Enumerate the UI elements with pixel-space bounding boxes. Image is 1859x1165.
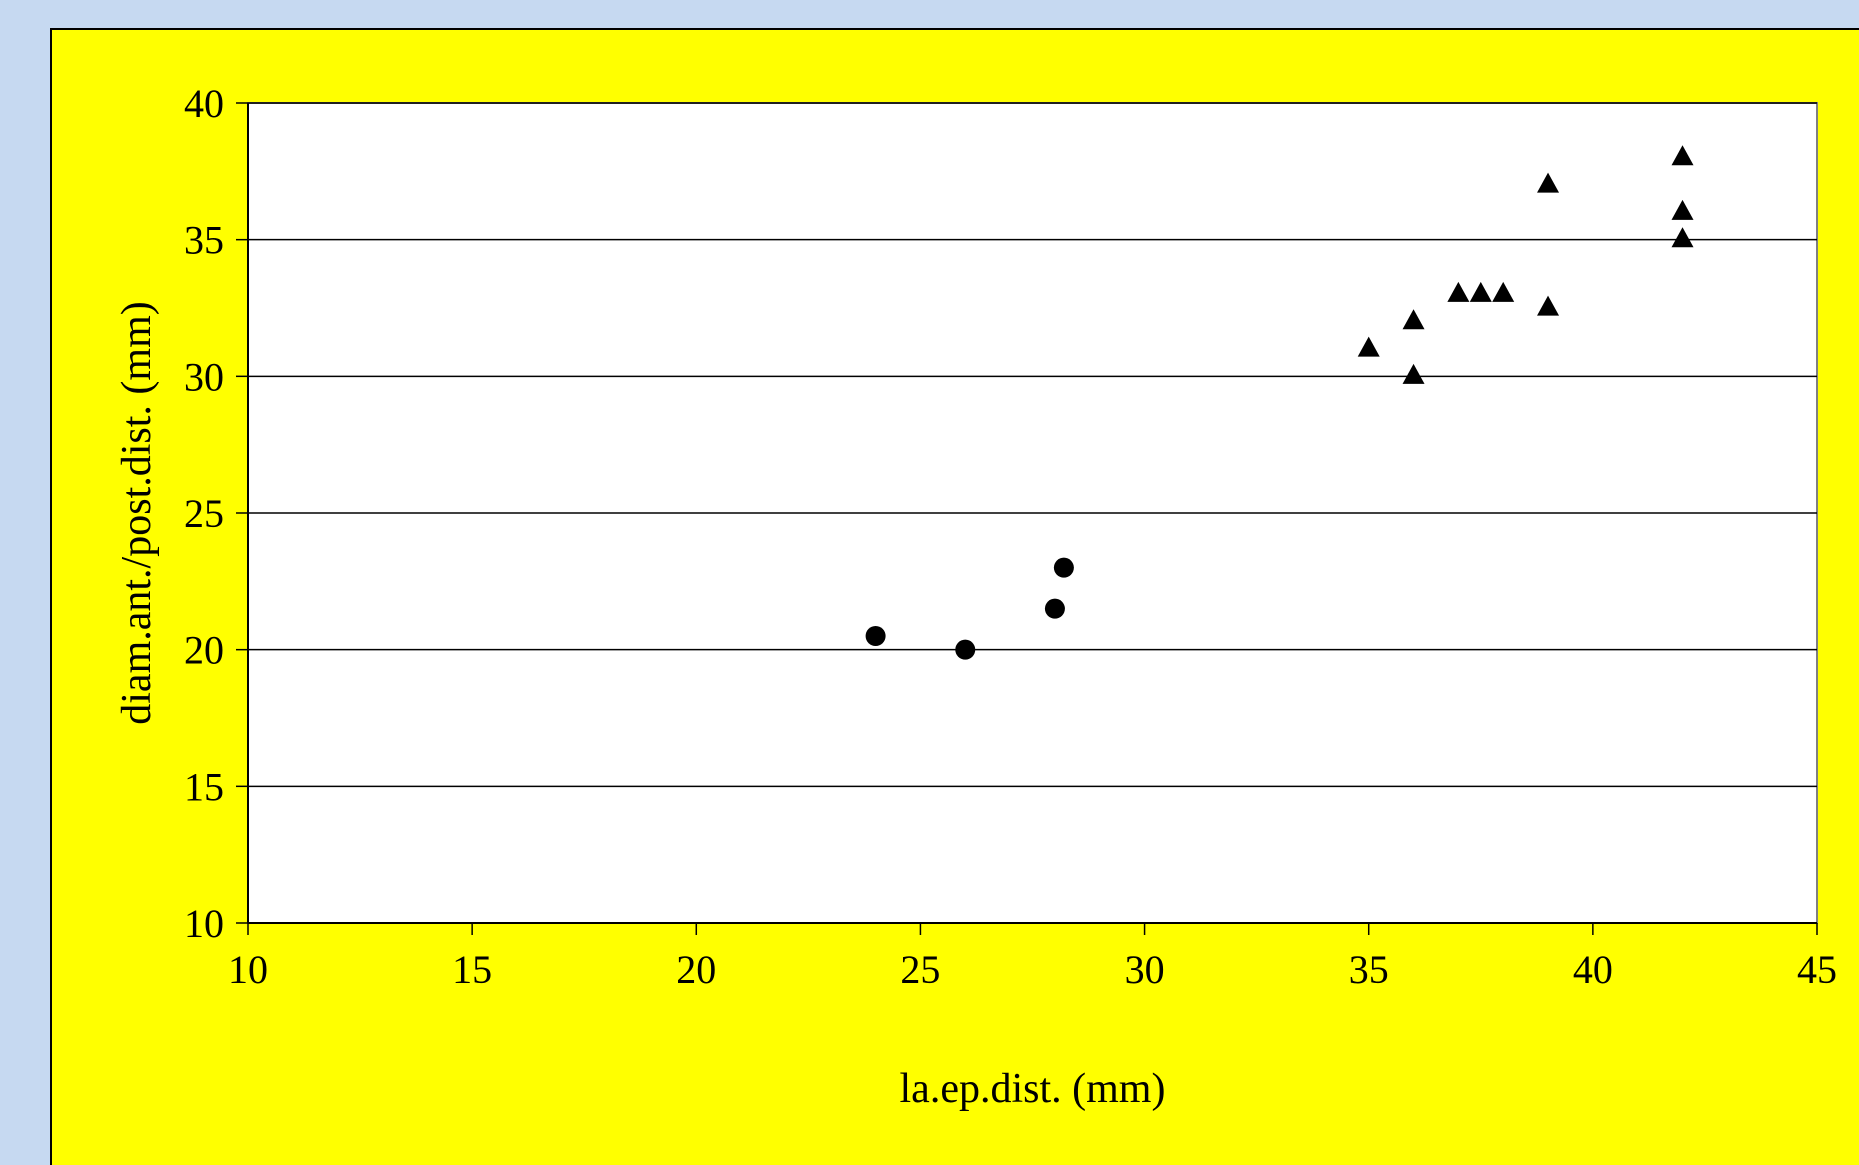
scatter-chart: 10 15 20 25 30 35 40 10 15 20 25 30 35 40 45 la.ep.dis…	[114, 81, 1837, 1112]
x-tick-label: 45	[1797, 947, 1837, 992]
data-point-triangle	[1671, 145, 1694, 166]
x-tick-label: 30	[1125, 947, 1165, 992]
data-point-triangle	[1671, 199, 1694, 220]
x-tick-label: 35	[1349, 947, 1389, 992]
y-tick-label: 20	[184, 628, 224, 673]
y-tick-label: 40	[184, 81, 224, 126]
data-point-circle	[955, 639, 976, 660]
x-tick-label: 25	[900, 947, 940, 992]
data-point-triangle	[1492, 281, 1515, 302]
data-point-circle	[1053, 557, 1074, 578]
chart-area: 10 15 20 25 30 35 40 10 15 20 25 30 35 40 45 la.ep.dis…	[50, 28, 1859, 1165]
x-tick-label: 40	[1573, 947, 1613, 992]
data-point-triangle	[1537, 172, 1560, 193]
axes	[236, 102, 1818, 935]
data-point-triangle	[1402, 363, 1425, 384]
y-axis-title: diam.ant./post.dist. (mm)	[114, 301, 160, 724]
y-tick-label: 25	[184, 491, 224, 536]
tick-labels: 10 15 20 25 30 35 40 10 15 20 25 30 35 40 45	[184, 81, 1837, 992]
y-tick-label: 10	[184, 901, 224, 946]
data-points	[865, 145, 1694, 660]
x-axis-title: la.ep.dist. (mm)	[900, 1066, 1166, 1112]
data-point-triangle	[1402, 309, 1425, 330]
x-tick-label: 20	[676, 947, 716, 992]
data-point-triangle	[1447, 281, 1470, 302]
data-point-triangle	[1537, 295, 1560, 316]
data-point-circle	[1044, 598, 1065, 619]
data-point-circle	[865, 626, 886, 646]
data-point-triangle	[1357, 336, 1380, 357]
y-tick-label: 15	[184, 764, 224, 809]
data-point-triangle	[1469, 281, 1492, 302]
y-tick-label: 35	[184, 218, 224, 263]
gridlines	[248, 102, 1817, 788]
x-tick-label: 15	[452, 947, 492, 992]
data-point-triangle	[1671, 227, 1694, 248]
x-tick-label: 10	[228, 947, 268, 992]
y-tick-label: 30	[184, 354, 224, 399]
